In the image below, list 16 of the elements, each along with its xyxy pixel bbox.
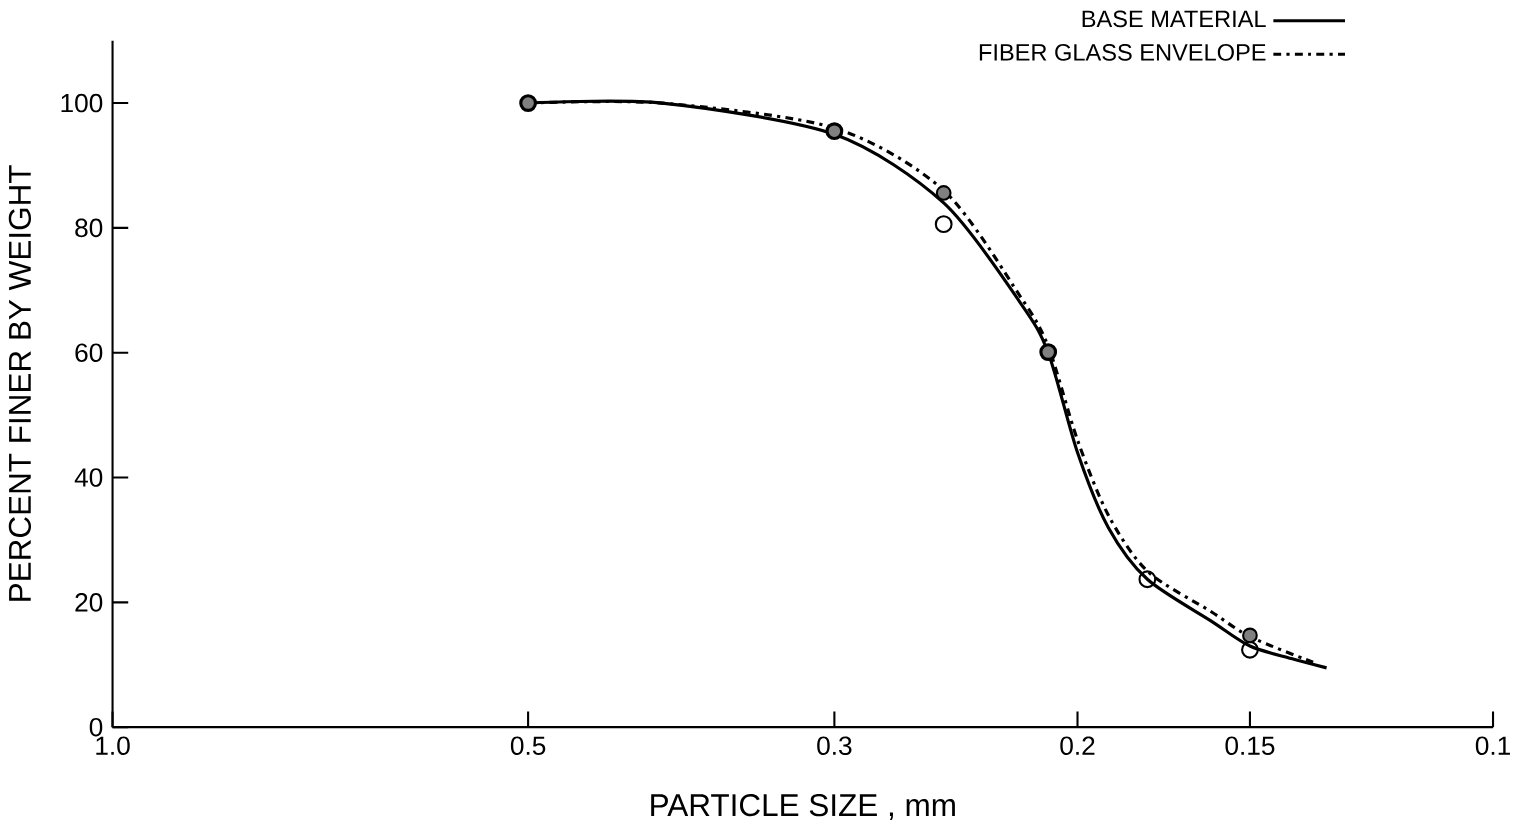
y-axis-title: PERCENT FINER BY WEIGHT [8,165,32,601]
x-tick-label: 0.15 [1225,736,1275,756]
legend-label: FIBER GLASS ENVELOPE [979,44,1266,61]
y-tick-label: 40 [74,468,103,487]
y-tick-label: 20 [75,593,103,612]
x-tick-label: 1.0 [96,736,130,756]
legend-label: BASE MATERIAL [1082,10,1266,28]
y-tick-label: 0 [89,718,103,737]
x-tick-label: 0.5 [510,736,546,756]
x-tick-label: 0.3 [817,736,852,756]
y-tick-label: 100 [61,93,103,113]
x-tick-label: 0.2 [1060,736,1095,756]
y-tick-label: 80 [75,218,103,238]
x-axis-title: PARTICLE SIZE , mm [651,794,955,821]
y-tick-label: 60 [75,343,103,363]
x-tick-label: 0.1 [1475,736,1510,756]
